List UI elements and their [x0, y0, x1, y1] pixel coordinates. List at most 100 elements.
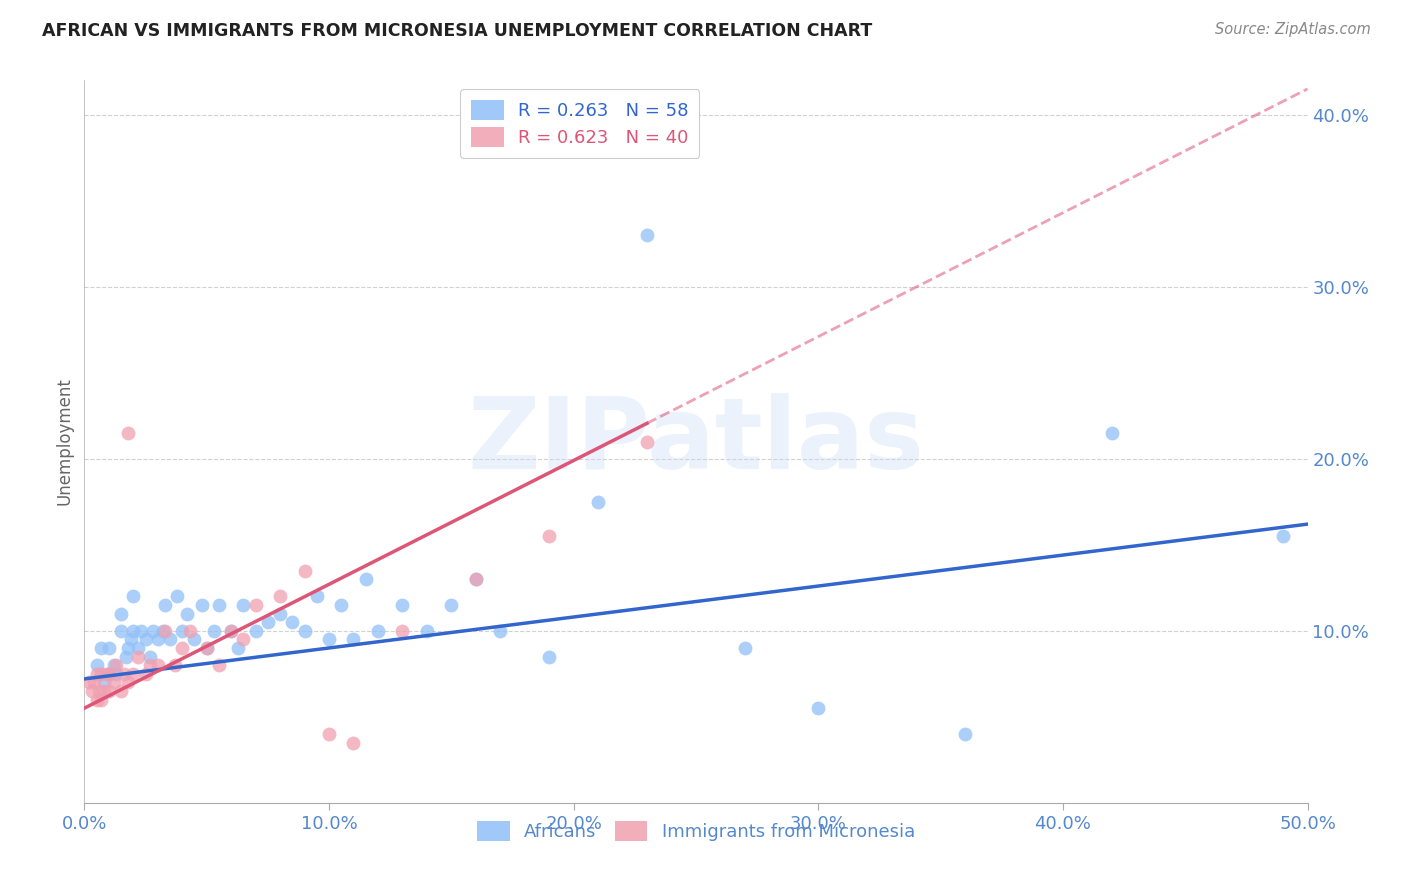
Point: [807, 701, 830, 715]
Point: [139, 658, 162, 673]
Point: [269, 607, 291, 621]
Point: [120, 632, 142, 647]
Point: [219, 624, 242, 638]
Point: [90, 666, 112, 681]
Point: [172, 624, 194, 638]
Point: [96, 666, 118, 681]
Point: [953, 727, 976, 741]
Point: [1272, 529, 1295, 543]
Point: [110, 624, 132, 638]
Point: [110, 607, 132, 621]
Point: [636, 228, 658, 243]
Point: [103, 658, 125, 673]
Point: [129, 624, 152, 638]
Point: [636, 434, 658, 449]
Point: [122, 666, 145, 681]
Point: [269, 590, 291, 604]
Legend: Africans, Immigrants from Micronesia: Africans, Immigrants from Micronesia: [470, 814, 922, 848]
Point: [219, 624, 242, 638]
Point: [86, 666, 108, 681]
Point: [152, 624, 174, 638]
Point: [734, 640, 756, 655]
Point: [77, 675, 100, 690]
Point: [464, 572, 486, 586]
Point: [245, 598, 267, 612]
Point: [122, 624, 145, 638]
Point: [153, 598, 176, 612]
Point: [80, 684, 103, 698]
Point: [464, 572, 486, 586]
Point: [127, 649, 149, 664]
Point: [135, 666, 157, 681]
Point: [90, 640, 112, 655]
Point: [342, 632, 364, 647]
Point: [97, 666, 120, 681]
Point: [183, 632, 205, 647]
Point: [294, 624, 316, 638]
Point: [117, 640, 139, 655]
Point: [146, 658, 169, 673]
Point: [245, 624, 267, 638]
Point: [127, 640, 149, 655]
Point: [139, 649, 162, 664]
Point: [208, 598, 231, 612]
Point: [163, 658, 186, 673]
Point: [354, 572, 377, 586]
Text: AFRICAN VS IMMIGRANTS FROM MICRONESIA UNEMPLOYMENT CORRELATION CHART: AFRICAN VS IMMIGRANTS FROM MICRONESIA UN…: [42, 22, 873, 40]
Point: [228, 640, 250, 655]
Point: [538, 529, 561, 543]
Point: [142, 624, 165, 638]
Point: [281, 615, 304, 630]
Point: [305, 590, 328, 604]
Point: [97, 640, 120, 655]
Point: [342, 735, 364, 749]
Point: [179, 624, 201, 638]
Point: [87, 684, 110, 698]
Text: ZIPatlas: ZIPatlas: [468, 393, 924, 490]
Point: [176, 607, 198, 621]
Point: [257, 615, 280, 630]
Point: [110, 684, 132, 698]
Point: [115, 649, 138, 664]
Point: [1101, 425, 1123, 440]
Point: [166, 590, 188, 604]
Y-axis label: Unemployment: Unemployment: [55, 377, 73, 506]
Point: [117, 675, 139, 690]
Point: [103, 675, 125, 690]
Point: [208, 658, 231, 673]
Point: [195, 640, 218, 655]
Point: [318, 632, 340, 647]
Point: [112, 666, 135, 681]
Point: [117, 425, 139, 440]
Point: [83, 675, 105, 690]
Point: [90, 692, 112, 706]
Point: [232, 598, 254, 612]
Point: [122, 590, 145, 604]
Point: [97, 684, 120, 698]
Point: [202, 624, 225, 638]
Point: [153, 624, 176, 638]
Point: [367, 624, 389, 638]
Point: [172, 640, 194, 655]
Text: Source: ZipAtlas.com: Source: ZipAtlas.com: [1215, 22, 1371, 37]
Point: [294, 564, 316, 578]
Point: [195, 640, 218, 655]
Point: [330, 598, 353, 612]
Point: [191, 598, 214, 612]
Point: [318, 727, 340, 741]
Point: [93, 675, 115, 690]
Point: [146, 632, 169, 647]
Point: [93, 684, 115, 698]
Point: [489, 624, 512, 638]
Point: [86, 658, 108, 673]
Point: [105, 658, 128, 673]
Point: [159, 632, 181, 647]
Point: [440, 598, 463, 612]
Point: [105, 666, 128, 681]
Point: [97, 666, 120, 681]
Point: [232, 632, 254, 647]
Point: [391, 624, 413, 638]
Point: [86, 692, 108, 706]
Point: [391, 598, 413, 612]
Point: [586, 494, 609, 508]
